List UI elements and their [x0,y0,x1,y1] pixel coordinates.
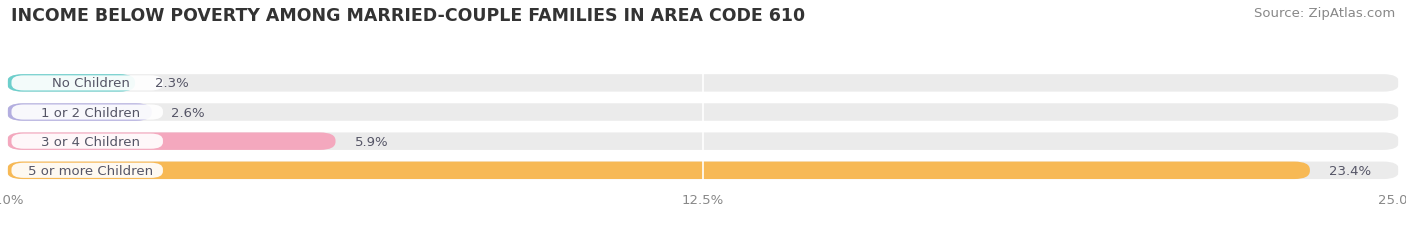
FancyBboxPatch shape [11,163,163,178]
FancyBboxPatch shape [7,104,1399,121]
Text: 23.4%: 23.4% [1330,164,1371,177]
Text: 2.3%: 2.3% [155,77,188,90]
FancyBboxPatch shape [7,104,152,121]
Text: 3 or 4 Children: 3 or 4 Children [41,135,141,148]
FancyBboxPatch shape [7,133,1399,150]
Text: 1 or 2 Children: 1 or 2 Children [41,106,141,119]
FancyBboxPatch shape [11,105,163,120]
Text: 5.9%: 5.9% [354,135,388,148]
Text: Source: ZipAtlas.com: Source: ZipAtlas.com [1254,7,1395,20]
FancyBboxPatch shape [7,133,336,150]
FancyBboxPatch shape [7,75,1399,92]
FancyBboxPatch shape [7,162,1310,179]
FancyBboxPatch shape [11,134,163,149]
Text: 2.6%: 2.6% [172,106,205,119]
FancyBboxPatch shape [11,76,163,91]
Text: INCOME BELOW POVERTY AMONG MARRIED-COUPLE FAMILIES IN AREA CODE 610: INCOME BELOW POVERTY AMONG MARRIED-COUPL… [11,7,806,25]
FancyBboxPatch shape [7,162,1399,179]
Text: 5 or more Children: 5 or more Children [28,164,153,177]
Text: No Children: No Children [52,77,129,90]
FancyBboxPatch shape [7,75,135,92]
